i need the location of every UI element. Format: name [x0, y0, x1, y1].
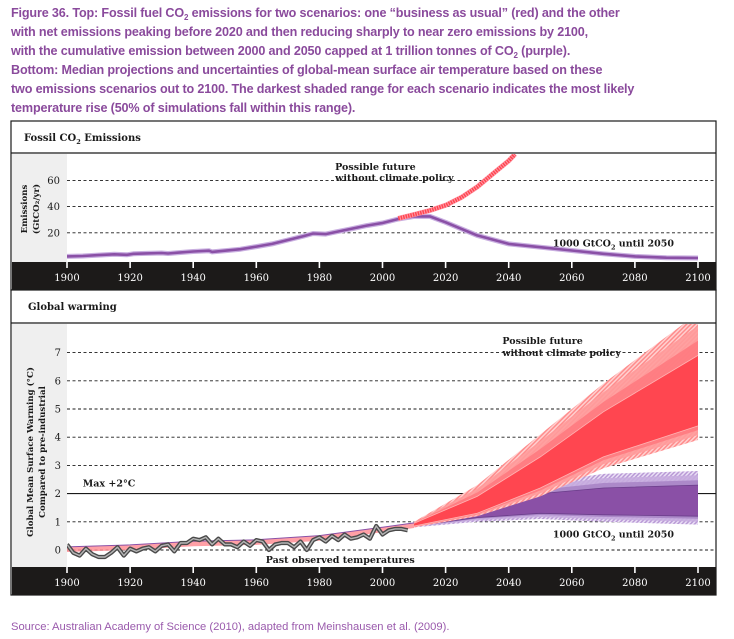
warming-x-tick-label: 2000 [370, 578, 395, 589]
caption-text: (purple). [517, 44, 571, 58]
emissions-ylabel-background [12, 154, 67, 262]
emissions-y-tick-label: 20 [47, 228, 60, 239]
emissions-annotation-1000gt: 1000 GtCO2 until 2050 [553, 238, 674, 251]
caption-text: Figure 36. Top: Fossil fuel CO [11, 6, 184, 20]
caption-line: with the cumulative emission between 200… [11, 42, 726, 61]
observed-temperature-line [67, 525, 408, 558]
scenario-likely-range-1000gt [414, 485, 698, 526]
warming-x-tick-label: 1940 [180, 578, 205, 589]
warming-y-tick-label: 3 [55, 461, 61, 472]
warming-ylabel-background [12, 324, 67, 567]
caption-line: two emissions scenarios out to 2100. The… [11, 80, 726, 99]
caption-line: with net emissions peaking before 2020 a… [11, 23, 726, 42]
warming-y-tick-label: 0 [55, 546, 61, 557]
emissions-x-tick-label: 2020 [433, 273, 458, 284]
scenario-outer-range-no-policy [414, 324, 698, 528]
emissions-x-tick-label: 1920 [117, 273, 142, 284]
emissions-line-1000gt [67, 215, 699, 260]
emissions-x-tick-label: 2060 [559, 273, 584, 284]
scenario-66pct-range-no-policy [414, 340, 698, 527]
warming-x-tick-label: 1900 [54, 578, 79, 589]
warming-annotation-1000gt: 1000 GtCO2 until 2050 [553, 529, 674, 542]
warming-y-tick-label: 2 [55, 489, 61, 500]
emissions-annotation-no-policy: without climate policy [334, 173, 454, 184]
emissions-x-tick-label: 1900 [54, 273, 79, 284]
scenario-likely-boundary-1000gt [414, 512, 699, 527]
caption-text: with the cumulative emission between 200… [11, 44, 514, 58]
caption-text: temperature rise (50% of simulations fal… [11, 101, 356, 115]
emissions-panel-frame [10, 120, 717, 291]
warming-y-tick-label: 1 [55, 517, 61, 528]
emissions-x-tick-label: 2100 [685, 273, 710, 284]
warming-x-tick-label: 2080 [622, 578, 647, 589]
scenario-likely-boundary-no-policy [414, 425, 699, 527]
warming-y-axis-label-line-2: Compared to pre-industrial [38, 385, 48, 517]
warming-x-tick-label: 1960 [244, 578, 269, 589]
caption-line: temperature rise (50% of simulations fal… [11, 99, 726, 118]
max-2c-label: Max +2°C [83, 479, 136, 490]
warming-y-tick-label: 7 [55, 348, 61, 359]
warming-panel: Global warming 0 1 2 3 4 5 6 7 Global Mean Surf… [10, 289, 717, 596]
emissions-annotation-no-policy: Possible future [335, 162, 415, 173]
emissions-y-tick-label: 40 [47, 202, 60, 213]
emissions-x-tick-label: 1980 [307, 273, 332, 284]
caption-text: with net emissions peaking before 2020 a… [11, 25, 588, 39]
scenario-likely-boundary-no-policy [413, 355, 699, 524]
historical-model-band [67, 523, 415, 552]
figure-caption: Figure 36. Top: Fossil fuel CO2 emission… [11, 4, 726, 118]
emissions-y-axis-label-line-1: Emissions [20, 185, 30, 234]
warming-x-tick-label: 2100 [685, 578, 710, 589]
emissions-panel-title: Fossil CO2 Emissions [24, 133, 141, 146]
scenario-90pct-range-no-policy [414, 325, 698, 527]
warming-y-tick-label: 5 [55, 405, 61, 416]
caption-text: Bottom: Median projections and uncertain… [11, 63, 603, 77]
caption-text: two emissions scenarios out to 2100. The… [11, 82, 635, 96]
source-citation: Source: Australian Academy of Science (2… [11, 621, 450, 633]
caption-line: Bottom: Median projections and uncertain… [11, 61, 726, 80]
warming-x-tick-label: 2040 [496, 578, 521, 589]
warming-x-tick-label: 2020 [433, 578, 458, 589]
emissions-x-tick-label: 2080 [622, 273, 647, 284]
emissions-x-tick-label: 2040 [496, 273, 521, 284]
warming-annotation-no-policy: Possible future [502, 336, 582, 347]
emissions-y-axis-label-line-2: (GtCO₂/yr) [31, 184, 42, 234]
emissions-line-no-policy-halo [397, 154, 517, 221]
caption-subscript: 2 [184, 13, 189, 22]
warming-y-tick-label: 6 [55, 376, 61, 387]
warming-x-tick-label: 1980 [307, 578, 332, 589]
caption-line: Figure 36. Top: Fossil fuel CO2 emission… [11, 4, 726, 23]
warming-x-tick-label: 1920 [117, 578, 142, 589]
warming-y-axis-label-line-1: Global Mean Surface Warming (°C) [25, 367, 36, 537]
caption-subscript: 2 [513, 51, 518, 60]
caption-text: emissions for two scenarios: one “busine… [188, 6, 620, 20]
emissions-x-tick-label: 1940 [180, 273, 205, 284]
past-observed-temperatures-label: Past observed temperatures [266, 555, 415, 566]
warming-x-tick-label: 2060 [559, 578, 584, 589]
warming-y-tick-label: 4 [55, 433, 61, 444]
warming-panel-title: Global warming [28, 302, 117, 313]
emissions-x-tick-label: 1960 [244, 273, 269, 284]
warming-annotation-no-policy: without climate policy [501, 348, 621, 359]
emissions-x-tick-label: 2000 [370, 273, 395, 284]
emissions-y-tick-label: 60 [47, 176, 60, 187]
